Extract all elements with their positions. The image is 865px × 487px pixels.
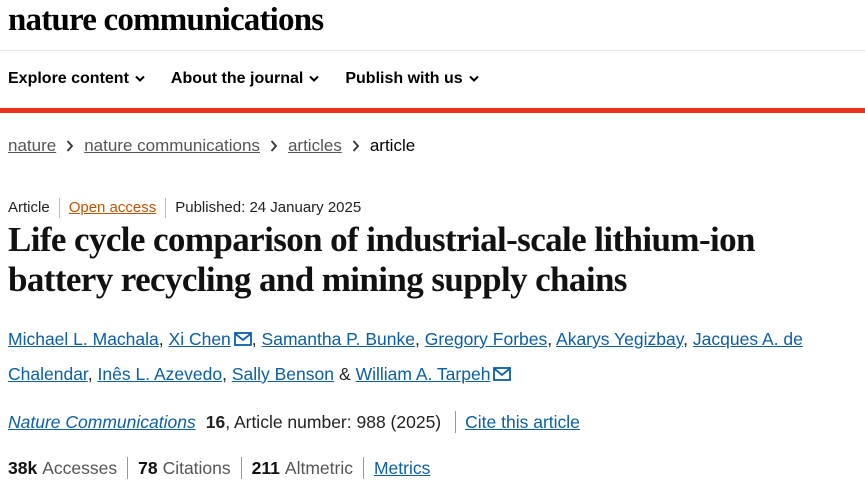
chevron-down — [135, 75, 145, 82]
article-meta: Article Open access Published: 24 Januar… — [8, 198, 370, 218]
author-link[interactable]: Inês L. Azevedo — [97, 364, 223, 384]
breadcrumb: nature nature communications articles artic… — [8, 136, 415, 156]
metric: 78 Citations — [127, 457, 241, 479]
metric-label: Accesses — [42, 458, 118, 478]
journal-line: Nature Communications 16 , Article numbe… — [8, 411, 580, 433]
chevron-down — [468, 75, 479, 82]
breadcrumb-chevron — [270, 140, 278, 152]
journal-link[interactable]: Nature Communications — [8, 411, 196, 432]
breadcrumb-chevron — [352, 140, 360, 152]
nav-item[interactable]: Publish with us — [345, 70, 479, 88]
breadcrumb-link[interactable]: nature communications — [84, 136, 260, 155]
author-link[interactable]: Akarys Yegizbay — [556, 329, 684, 349]
email-icon — [233, 332, 252, 346]
chevron-down — [309, 75, 320, 82]
metric-label: Citations — [162, 458, 231, 478]
metric: Metrics — [362, 457, 440, 479]
red-bar — [0, 108, 865, 113]
author-link[interactable]: Samantha P. Bunke — [261, 329, 415, 349]
author-separator: , — [87, 364, 93, 384]
authors: Michael L. Machala, Xi Chen, Samantha P.… — [8, 322, 828, 392]
open-access-link[interactable]: Open access — [68, 199, 157, 216]
metrics: 38k Accesses 78 Citations 211 Altmetric Metric… — [8, 457, 440, 479]
breadcrumb-link[interactable]: articles — [287, 136, 342, 155]
breadcrumb-chevron — [67, 140, 74, 152]
article-title: Life cycle comparison of industrial-scal… — [8, 220, 756, 299]
email-icon — [493, 367, 512, 381]
nav-item[interactable]: Explore content — [8, 70, 145, 88]
metric-label: Altmetric — [284, 458, 353, 478]
published-date: Published: 24 January 2025 — [165, 198, 370, 218]
nav-item[interactable]: About the journal — [170, 70, 320, 88]
author-separator: , — [683, 329, 689, 349]
breadcrumb-link[interactable]: nature — [8, 136, 57, 155]
metric: 211 Altmetric — [240, 457, 363, 479]
author-link[interactable]: Xi Chen — [168, 329, 231, 349]
metrics-link[interactable]: Metrics — [373, 458, 431, 478]
logo[interactable]: nature communications — [8, 2, 324, 38]
metric-value: 78 — [138, 458, 158, 478]
author-link[interactable]: Jacques A. de Chalendar — [8, 329, 803, 384]
metric-value: 211 — [251, 458, 280, 478]
access-wrap: Open access — [58, 198, 166, 218]
article-type: Article — [8, 199, 50, 216]
author-link[interactable]: William A. Tarpeh — [355, 364, 491, 384]
separator — [455, 411, 457, 433]
metric: 38k Accesses — [8, 457, 127, 479]
author-separator: , — [414, 329, 420, 349]
cite-link[interactable]: Cite this article — [465, 411, 580, 432]
breadcrumb-current: article — [369, 136, 416, 155]
author-link[interactable]: Sally Benson — [231, 364, 334, 384]
divider — [0, 50, 865, 51]
nav-label: Publish with us — [345, 70, 463, 87]
nav-label: Explore content — [8, 70, 129, 87]
author-separator: , — [222, 364, 227, 384]
nav: Explore content About the journal Publish … — [8, 70, 479, 88]
article-number: , Article number: 988 (2025) — [225, 411, 442, 432]
nav-label: About the journal — [170, 70, 304, 87]
author-separator: , — [547, 329, 553, 349]
author-separator: & — [339, 364, 351, 384]
author-link[interactable]: Michael L. Machala — [8, 329, 159, 349]
metric-value: 38k — [8, 458, 38, 478]
volume: 16 — [205, 411, 226, 432]
author-link[interactable]: Gregory Forbes — [424, 329, 548, 349]
journal-wrap: Nature Communications — [8, 412, 196, 433]
author-separator: , — [158, 329, 164, 349]
author-separator: , — [251, 329, 257, 349]
